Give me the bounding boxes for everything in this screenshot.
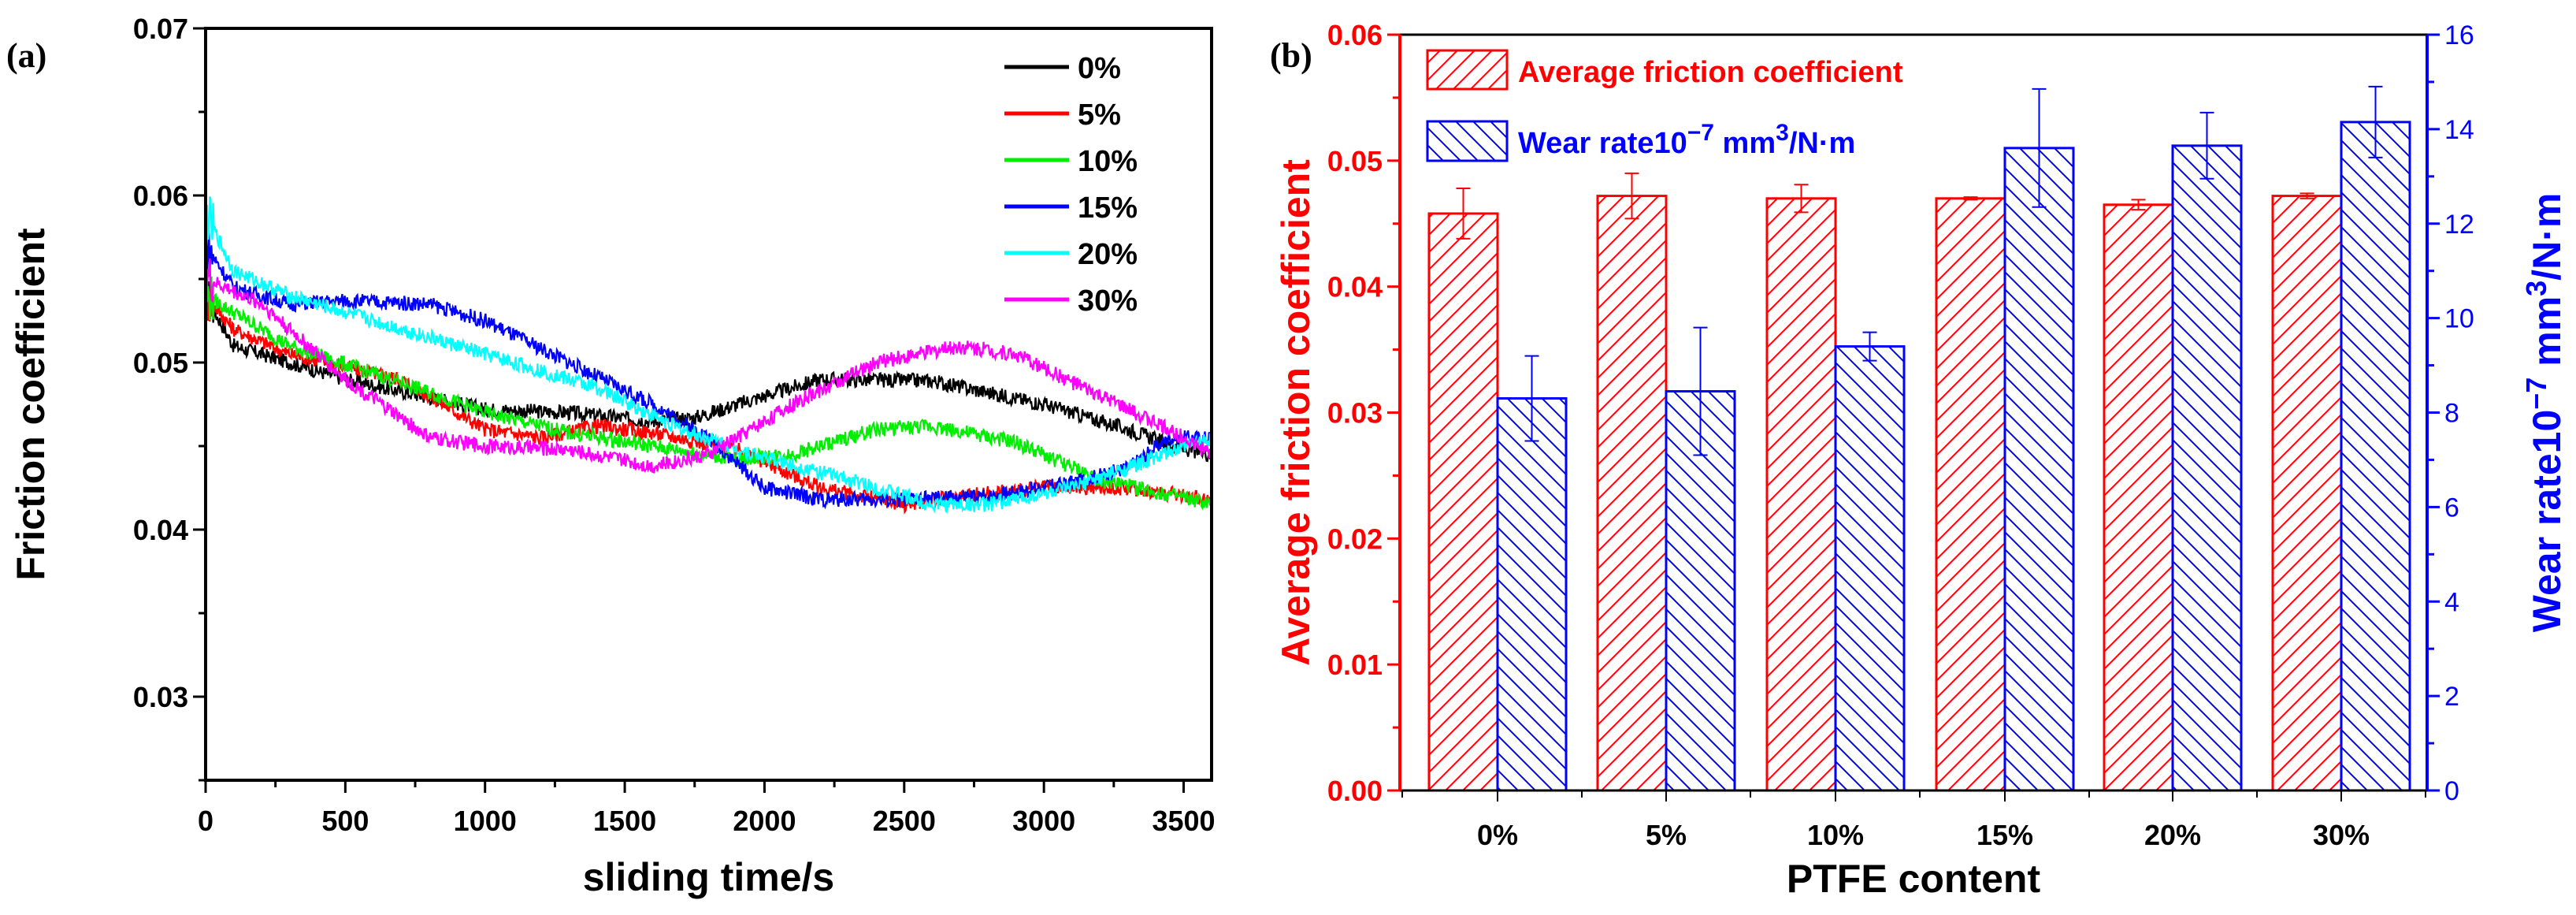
panel-label: (a) <box>6 36 46 75</box>
superscript: 3 <box>1776 120 1789 146</box>
x-tick-label: 1500 <box>593 805 656 837</box>
legend-label: 0% <box>1078 52 1121 85</box>
x-tick-label: 30% <box>2313 819 2370 851</box>
x-tick-label: 15% <box>1977 819 2033 851</box>
x-axis-title: PTFE content <box>1787 857 2041 901</box>
left-tick-label: 0.02 <box>1327 523 1383 555</box>
right-tick-label: 0 <box>2444 776 2459 806</box>
bar-avg-friction <box>1765 197 1837 792</box>
bar-avg-friction <box>2103 203 2174 792</box>
superscript: −7 <box>2520 378 2552 410</box>
panel-label: (b) <box>1270 36 1312 75</box>
legend-label: 10% <box>1078 145 1138 178</box>
x-tick-label: 3500 <box>1152 805 1215 837</box>
right-tick-label: 2 <box>2444 682 2459 712</box>
y-tick-label: 0.07 <box>133 13 188 45</box>
x-tick-label: 0% <box>1477 819 1518 851</box>
legend-part: /N·m <box>1789 127 1855 160</box>
left-y-axis-title: Average friction coefficient <box>1274 159 1318 666</box>
left-tick-label: 0.03 <box>1327 397 1383 430</box>
legend-label: 5% <box>1078 99 1121 132</box>
legend-label-avg-friction: Average friction coefficient <box>1518 56 1903 89</box>
y-tick-label: 0.03 <box>133 681 188 713</box>
bar-avg-friction <box>2271 195 2343 792</box>
bar-wear-rate <box>1496 397 1568 792</box>
legend-label: 20% <box>1078 238 1138 271</box>
x-axis-title: sliding time/s <box>583 855 835 899</box>
title-part: /N·m <box>2525 193 2569 281</box>
right-y-axis-title: Wear rate10−7 mm3/N·m <box>2520 193 2569 633</box>
y-tick-label: 0.05 <box>133 347 188 379</box>
bar-wear-rate <box>2171 144 2243 792</box>
title-part: mm <box>2525 296 2569 378</box>
panel-a-line-chart: (a) 0 500 1000 1500 2000 2500 3000 3500 0.03 0.04 0… <box>6 13 1216 899</box>
y-tick-label: 0.04 <box>133 514 188 546</box>
bar-wear-rate <box>1834 345 1906 792</box>
plot-frame <box>204 27 1213 782</box>
legend-label: 30% <box>1078 285 1138 318</box>
legend-swatch-avg-friction <box>1426 49 1509 91</box>
x-tick-label: 10% <box>1807 819 1864 851</box>
bar-avg-friction <box>1596 195 1668 792</box>
left-tick-label: 0.04 <box>1327 271 1383 303</box>
right-tick-label: 6 <box>2444 493 2459 523</box>
legend-part: Wear rate10 <box>1518 127 1687 160</box>
bar-avg-friction <box>1427 212 1499 792</box>
x-tick-label: 3000 <box>1012 805 1075 837</box>
x-tick-label: 1000 <box>454 805 517 837</box>
title-part: Wear rate10 <box>2525 410 2569 633</box>
left-tick-label: 0.00 <box>1327 775 1383 807</box>
left-tick-label: 0.01 <box>1327 649 1383 681</box>
right-tick-label: 4 <box>2444 587 2459 617</box>
series-line-30pct <box>204 258 1213 474</box>
x-tick-label: 2500 <box>873 805 936 837</box>
legend-part: mm <box>1714 127 1776 160</box>
superscript: −7 <box>1687 120 1714 146</box>
bar-wear-rate <box>2003 147 2075 792</box>
y-axis-title: Friction coefficient <box>9 228 53 581</box>
x-tick-label: 5% <box>1646 819 1687 851</box>
legend-swatch-wear-rate <box>1426 120 1509 162</box>
right-tick-label: 14 <box>2444 115 2474 145</box>
right-tick-label: 16 <box>2444 20 2474 50</box>
x-tick-label: 500 <box>321 805 369 837</box>
bar-wear-rate <box>2340 121 2411 792</box>
left-tick-label: 0.06 <box>1327 19 1383 51</box>
x-tick-label: 2000 <box>733 805 796 837</box>
right-tick-label: 10 <box>2444 304 2474 334</box>
superscript: 3 <box>2520 281 2552 296</box>
y-tick-label: 0.06 <box>133 180 188 212</box>
series-line-20pct <box>204 195 1213 514</box>
x-tick-label: 20% <box>2144 819 2201 851</box>
legend-label: 15% <box>1078 192 1138 225</box>
right-tick-label: 12 <box>2444 210 2474 240</box>
x-tick-label: 0 <box>198 805 213 837</box>
panel-b-bar-chart: (b) 0% 5% 10% 15% 20% 30% 0.00 0.01 0.02 0.03 0.04 0… <box>1270 19 2569 901</box>
bar-avg-friction <box>1935 197 2006 792</box>
legend-label-wear-rate: Wear rate10−7 mm3/N·m <box>1518 120 1855 160</box>
right-tick-label: 8 <box>2444 399 2459 429</box>
left-tick-label: 0.05 <box>1327 145 1383 177</box>
